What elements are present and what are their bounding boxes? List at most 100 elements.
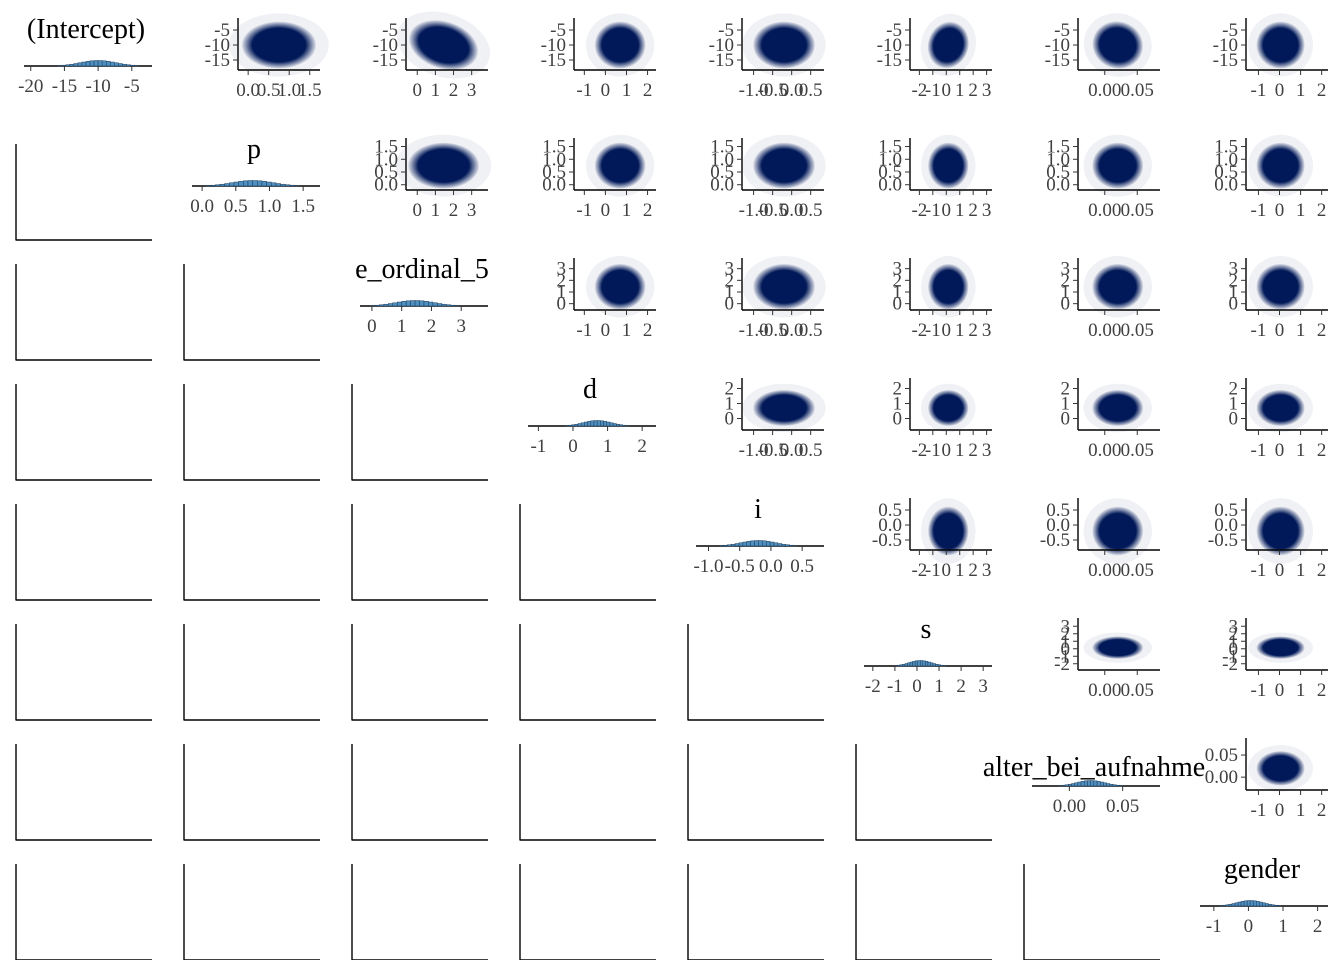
scatter-cloud	[928, 264, 969, 310]
x-tick-label: -1.0	[739, 80, 769, 101]
x-tick-label: 1	[934, 676, 944, 697]
y-tick-label: -15	[1045, 50, 1070, 71]
x-tick-label: 2	[968, 320, 978, 341]
x-tick-label: -1.0	[739, 200, 769, 221]
x-tick-label: 1	[622, 320, 632, 341]
x-tick-label: 0	[942, 440, 952, 461]
y-tick-label: 2	[1061, 270, 1071, 291]
hist-bar	[619, 424, 623, 427]
x-tick-label: 2	[1313, 916, 1323, 937]
hist-bar	[89, 60, 95, 67]
x-tick-label: -0.5	[758, 320, 788, 341]
scatter-cloud	[242, 21, 316, 69]
hist-bar	[77, 62, 83, 67]
y-tick-label: 3	[893, 259, 903, 280]
hist-bar	[1222, 904, 1227, 907]
x-tick-label: 1	[397, 316, 407, 337]
x-tick-label: 0.5	[799, 200, 823, 221]
panel-0-4: -1.0-0.50.00.5 -5-10-15	[709, 13, 826, 101]
y-tick-label: 3	[1061, 259, 1071, 280]
hist-bar	[280, 183, 286, 187]
hist-bar	[920, 660, 924, 667]
hist-bar	[587, 421, 592, 427]
x-tick-label: 0.05	[1121, 560, 1154, 581]
y-tick-label: -5	[1222, 20, 1238, 41]
panel-7-2	[351, 864, 488, 960]
hist-bar	[765, 541, 771, 547]
x-tick-label: 1.0	[277, 80, 301, 101]
hist-bar	[574, 423, 579, 427]
panel-5-2	[351, 624, 488, 721]
y-tick-label: 1.5	[542, 137, 566, 158]
x-tick-label: -2	[911, 440, 927, 461]
hist-bar	[122, 63, 127, 67]
hist-bar	[1093, 780, 1098, 787]
hist-bar	[73, 63, 79, 67]
panel-7-3	[519, 864, 656, 960]
y-tick-label: 0	[893, 409, 903, 430]
panel-2-2: e_ordinal_5 0 1 2 3	[355, 254, 489, 337]
x-tick-label: 0.00	[1053, 796, 1086, 817]
hist-bar	[219, 183, 225, 187]
y-tick-label: -10	[205, 35, 230, 56]
hist-bar	[1234, 902, 1239, 907]
x-tick-label: -0.5	[758, 440, 788, 461]
hist-bar	[289, 184, 295, 187]
panel-0-5: -2-1 0 1 2 3-5-10-15	[877, 13, 992, 101]
x-tick-label: -1	[1251, 440, 1267, 461]
x-tick-label: 0.05	[1121, 80, 1154, 101]
hist-bar	[899, 664, 903, 667]
variable-label: d	[583, 374, 597, 405]
y-tick-label: 2	[1229, 270, 1239, 291]
x-tick-label: 3	[982, 200, 992, 221]
y-tick-label: 1.0	[1046, 149, 1070, 170]
y-tick-label: 2	[1229, 379, 1239, 400]
hist-bar	[428, 301, 434, 307]
hist-bar	[437, 303, 443, 307]
hist-bar	[580, 422, 585, 427]
panel-3-4: -1.0-0.50.00.5 210	[725, 378, 826, 461]
x-tick-label: 3	[982, 440, 992, 461]
x-tick-label: 1	[955, 320, 965, 341]
hist-bar	[414, 300, 420, 307]
hist-bar	[401, 301, 407, 307]
x-tick-label: -15	[52, 76, 77, 97]
x-tick-label: -10	[85, 76, 110, 97]
scatter-cloud	[409, 20, 478, 70]
x-tick-label: -0.5	[758, 80, 788, 101]
x-tick-label: 1	[1296, 560, 1306, 581]
x-tick-label: 1	[603, 436, 613, 457]
x-tick-label: 1.5	[298, 80, 322, 101]
hist-bar	[233, 181, 239, 187]
x-tick-label: 0	[601, 80, 611, 101]
x-tick-label: -1.0	[739, 320, 769, 341]
hist-bar	[85, 61, 91, 67]
hist-bar	[1106, 783, 1111, 787]
hist-bar	[590, 420, 595, 427]
y-tick-label: 2	[893, 379, 903, 400]
x-tick-label: 2	[1317, 200, 1327, 221]
scatter-cloud	[1256, 390, 1305, 426]
y-tick-label: 2	[1229, 624, 1239, 645]
y-tick-label: -5	[718, 20, 734, 41]
panel-6-0	[15, 744, 152, 841]
scatter-cloud	[1092, 506, 1144, 556]
scatter-cloud	[1092, 390, 1144, 426]
hist-bar	[285, 184, 291, 187]
x-tick-label: 2	[643, 320, 653, 341]
panel-1-6: 0.00 0.05 1.51.00.50.0	[1046, 134, 1160, 221]
x-tick-label: 3	[982, 80, 992, 101]
y-tick-label: 1.5	[1214, 137, 1238, 158]
hist-bar	[1084, 780, 1088, 787]
y-tick-label: -0.5	[1040, 530, 1070, 551]
hist-bar	[1080, 781, 1085, 787]
hist-bar	[577, 423, 582, 427]
hist-bar	[909, 661, 913, 667]
hist-bar	[754, 540, 759, 547]
x-tick-label: 0	[1275, 560, 1285, 581]
hist-bar	[383, 303, 389, 307]
x-tick-label: 1	[1296, 80, 1306, 101]
